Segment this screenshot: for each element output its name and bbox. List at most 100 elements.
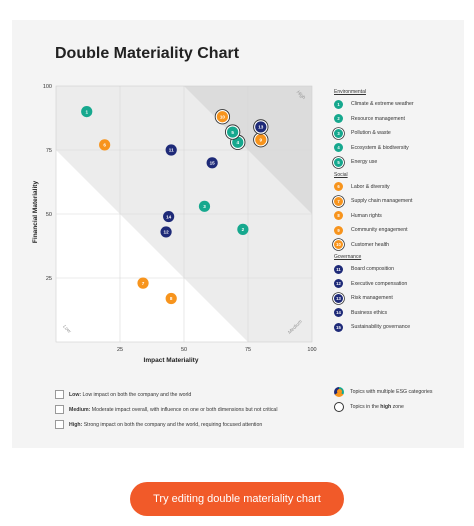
topic-point-3: 3: [198, 200, 211, 212]
legend-marker: 10: [334, 240, 343, 250]
point-marker: [160, 226, 172, 238]
point-marker: [206, 157, 218, 169]
topic-point-9: 9: [253, 132, 269, 148]
point-label: 4: [236, 140, 239, 145]
legend-item: 14 Business ethics: [334, 306, 464, 321]
topic-point-10: 10: [214, 109, 231, 125]
zone-legend-item: Low: Low impact on both the company and …: [55, 387, 277, 402]
x-tick-label: 25: [117, 347, 123, 353]
point-label: 7: [142, 281, 145, 286]
legend-label: Labor & diversity: [351, 183, 390, 190]
topic-point-15: 15: [206, 157, 218, 169]
legend-item: 15 Sustainability governance: [334, 320, 464, 335]
legend-marker: 13: [334, 293, 343, 303]
legend-marker: 4: [334, 143, 343, 153]
point-marker: [165, 144, 177, 156]
legend-item: 4 Ecosystem & biodiversity: [334, 141, 464, 156]
legend-item: 8 Human rights: [334, 209, 464, 224]
zone-legend-text: Low: Low impact on both the company and …: [69, 391, 192, 398]
legend-label: Climate & extreme weather: [351, 101, 414, 108]
point-marker: [165, 292, 177, 305]
point-label: 3: [203, 204, 206, 209]
legend-heading-governance: Governance: [334, 254, 362, 260]
legend-label: Risk management: [351, 295, 393, 302]
multi-category-label: Topics with multiple ESG categories: [350, 388, 433, 395]
legend-label: Board composition: [351, 266, 394, 273]
marker-legend-multi: Topics with multiple ESG categories: [334, 384, 432, 399]
point-label: 9: [260, 137, 263, 142]
point-marker: [99, 139, 111, 151]
legend-marker: 1: [334, 99, 343, 109]
legend-label: Resource management: [351, 115, 405, 122]
zone-legend-box: [55, 390, 64, 399]
point-label: 5: [231, 130, 234, 135]
legend-label: Customer health: [351, 241, 390, 248]
legend-item: 7 Supply chain management: [334, 194, 464, 209]
x-tick-label: 50: [181, 347, 187, 353]
point-marker: [216, 111, 228, 123]
point-label: 1: [85, 109, 88, 114]
x-tick-label: 75: [245, 347, 251, 353]
topic-point-1: 1: [81, 106, 93, 118]
point-marker: [237, 223, 249, 235]
topic-point-5: 5: [224, 124, 241, 140]
marker-legend: Topics with multiple ESG categories Topi…: [334, 384, 432, 414]
zone-legend-item: High: Strong impact on both the company …: [55, 417, 277, 432]
point-label: 8: [170, 296, 173, 301]
legend-marker: 9: [334, 225, 343, 235]
legend-item: 12 Executive compensation: [334, 277, 464, 292]
chart-title: Double Materiality Chart: [55, 45, 240, 62]
legend-heading-social: Social: [334, 171, 348, 178]
point-label: 15: [210, 161, 216, 166]
legend-marker: 11: [334, 264, 343, 274]
topic-point-7: 7: [137, 277, 149, 289]
zone-label-low: Low: [61, 324, 72, 335]
y-tick-label: 100: [43, 84, 52, 90]
multi-category-icon: [334, 386, 344, 397]
topic-point-6: 6: [99, 139, 111, 151]
point-marker: [255, 121, 267, 133]
legend-marker: 5: [334, 157, 343, 167]
legend-item: 13 Risk management: [334, 291, 464, 306]
point-label: 11: [169, 148, 174, 153]
y-axis-label: Financial Materiality: [32, 181, 39, 244]
topic-point-14: 14: [163, 210, 175, 223]
legend-label: Energy use: [351, 159, 378, 166]
point-marker: [81, 106, 93, 118]
point-marker: [163, 210, 175, 223]
legend-label: Community engagement: [351, 227, 408, 234]
x-tick-label: 100: [307, 347, 316, 353]
zone-legend-item: Medium: Moderate impact overall, with in…: [55, 402, 277, 417]
legend-heading-environmental: Environmental: [334, 89, 366, 95]
topic-point-12: 12: [160, 226, 172, 238]
legend-marker: 2: [334, 114, 343, 124]
legend-marker: 14: [334, 308, 343, 318]
legend-marker: 8: [334, 211, 343, 221]
y-tick-label: 25: [46, 276, 52, 282]
point-marker: [232, 136, 244, 148]
point-label: 13: [258, 125, 264, 130]
point-label: 14: [166, 214, 172, 219]
point-label: 2: [242, 227, 245, 232]
plot-frame: [55, 85, 313, 343]
try-editing-button[interactable]: Try editing double materiality chart: [130, 482, 344, 516]
y-tick-label: 75: [46, 148, 52, 154]
legend-marker: 7: [334, 196, 343, 206]
y-tick-label: 50: [46, 212, 52, 218]
legend-label: Pollution & waste: [351, 130, 391, 137]
legend-label: Executive compensation: [351, 280, 408, 287]
legend-label: Supply chain management: [351, 198, 413, 205]
x-axis-label: Impact Materiality: [144, 357, 199, 364]
legend-label: Sustainability governance: [351, 324, 411, 331]
point-label: 10: [220, 114, 226, 119]
zone-legend: Low: Low impact on both the company and …: [55, 387, 277, 432]
zone-legend-box: [55, 420, 64, 429]
point-label: 12: [164, 230, 170, 235]
topic-point-8: 8: [165, 292, 177, 305]
legend-label: Ecosystem & biodiversity: [351, 144, 409, 151]
legend-item: 11 Board composition: [334, 262, 464, 277]
legend-item: 5 Energy use: [334, 155, 464, 170]
zone-label-high: High: [295, 90, 307, 102]
point-marker: [198, 200, 211, 212]
